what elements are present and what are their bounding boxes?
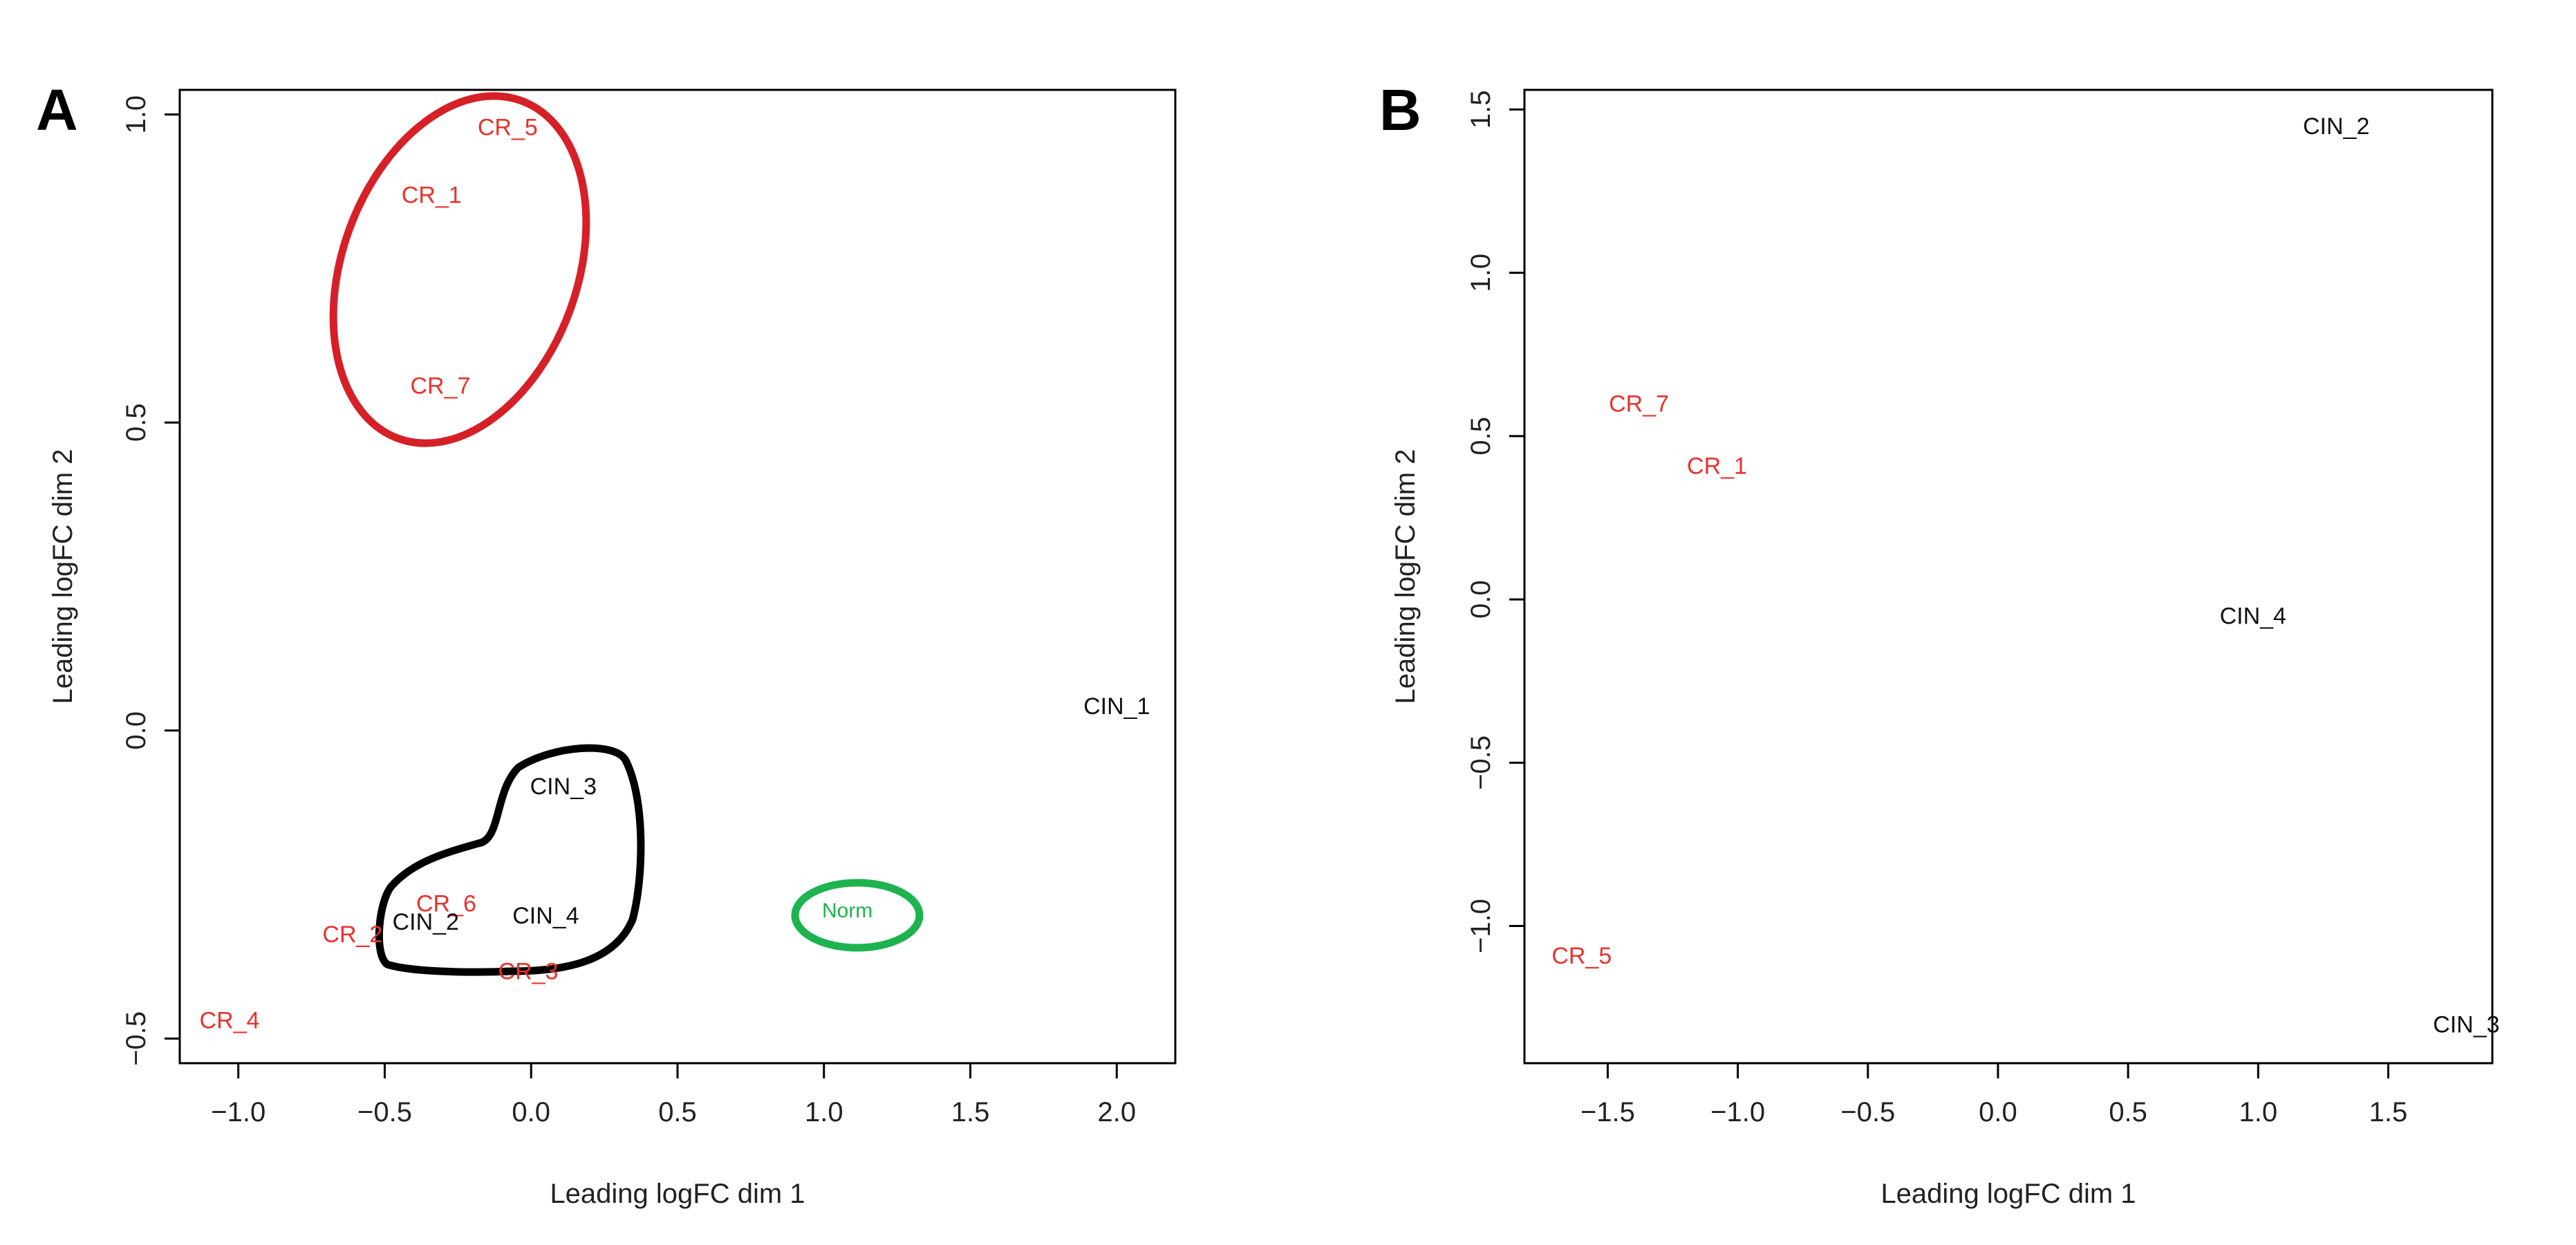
- point-label-cr-1-a: CR_1: [402, 182, 462, 208]
- point-label-cr-7-a: CR_7: [410, 373, 470, 400]
- y-tick-label-b: 1.0: [1466, 254, 1496, 292]
- y-tick-label-a: 1.0: [121, 95, 151, 134]
- point-label-cr-3-a: CR_3: [498, 958, 559, 984]
- x-axis-title-a: Leading logFC dim 1: [550, 1179, 805, 1209]
- x-tick-label-a: −1.0: [211, 1097, 265, 1127]
- point-label-cr-6-a: CR_6: [416, 890, 476, 917]
- point-label-cr-5-b: CR_5: [1551, 943, 1612, 969]
- y-axis-a: −0.5 0.0 0.5 1.0: [121, 95, 180, 1066]
- x-tick-label-a: 1.5: [951, 1097, 990, 1127]
- point-label-cin-2-a: CIN_2: [393, 909, 459, 935]
- y-axis-title-a: Leading logFC dim 2: [48, 449, 78, 704]
- x-tick-label-b: 1.5: [2369, 1097, 2408, 1127]
- point-label-cr-1-b: CR_1: [1687, 453, 1747, 479]
- point-label-norm-a: Norm: [822, 899, 872, 922]
- x-tick-label-a: −0.5: [357, 1097, 412, 1127]
- x-axis-b: −1.5 −1.0 −0.5 0.0 0.5 1.0 1.5: [1580, 1063, 2407, 1127]
- point-label-cr-5-a: CR_5: [478, 114, 538, 140]
- x-tick-label-a: 0.0: [512, 1097, 550, 1127]
- point-label-cin-2-b: CIN_2: [2303, 113, 2369, 140]
- x-tick-label-b: −1.5: [1580, 1097, 1635, 1127]
- point-label-cin-3-a: CIN_3: [530, 774, 597, 800]
- y-tick-label-a: −0.5: [121, 1011, 151, 1066]
- plot-frame-a: [178, 88, 1177, 1065]
- panel-letter-a: A: [36, 77, 78, 142]
- y-tick-label-b: −0.5: [1466, 736, 1496, 790]
- point-label-cin-1-a: CIN_1: [1083, 693, 1150, 720]
- y-axis-title-b: Leading logFC dim 2: [1390, 449, 1421, 704]
- points-b: CIN_2 CR_7 CR_1 CIN_4 CR_5 CIN_3: [1551, 113, 2499, 1038]
- red-cluster-ellipse: [329, 92, 590, 447]
- point-label-cr-4-a: CR_4: [200, 1008, 260, 1034]
- x-tick-label-b: −1.0: [1710, 1097, 1765, 1127]
- point-label-cr-2-a: CR_2: [322, 921, 382, 948]
- x-tick-label-b: 0.0: [1979, 1097, 2017, 1127]
- point-label-cin-3-b: CIN_3: [2433, 1011, 2499, 1038]
- point-label-cin-4-b: CIN_4: [2220, 603, 2286, 630]
- point-label-cr-7-b: CR_7: [1609, 391, 1669, 418]
- plot-frame-b: [1523, 88, 2494, 1065]
- y-tick-label-a: 0.5: [121, 403, 151, 442]
- x-tick-label-b: 1.0: [2239, 1097, 2277, 1127]
- x-axis-title-b: Leading logFC dim 1: [1880, 1179, 2136, 1209]
- x-tick-label-b: 0.5: [2109, 1097, 2147, 1127]
- panel-a: A −1.0 −0.5 0.0 0.5 1.0 1.5 2.0 −0.50.00.51.0 …: [36, 77, 1177, 1209]
- y-tick-label-b: 0.0: [1466, 580, 1496, 619]
- panel-b: B −1.5 −1.0 −0.5 0.0 0.5 1.0 1.5 −1.0 −0.5 0.0 0.…: [1379, 77, 2500, 1209]
- x-tick-label-b: −0.5: [1840, 1097, 1895, 1127]
- black-cluster-outline: [375, 744, 645, 976]
- y-tick-label-b: 0.5: [1466, 417, 1496, 456]
- x-tick-label-a: 2.0: [1097, 1097, 1136, 1127]
- y-tick-label-b: 1.5: [1466, 91, 1496, 129]
- green-norm-ellipse: [791, 879, 924, 952]
- y-tick-label-b: −1.0: [1466, 899, 1496, 953]
- points-a: CR_5 CR_1 CR_7 CIN_1 CIN_3 CR_6 CIN_4 CR_2 CIN_2…: [200, 114, 1150, 1033]
- x-axis-a: −1.0 −0.5 0.0 0.5 1.0 1.5 2.0: [211, 1063, 1136, 1127]
- y-tick-label-a: 0.0: [121, 711, 151, 750]
- y-axis-b: −1.0 −0.5 0.0 0.5 1.0 1.5: [1466, 91, 1524, 953]
- x-tick-label-a: 0.5: [658, 1097, 697, 1127]
- panel-letter-b: B: [1379, 77, 1421, 142]
- x-tick-label-a: 1.0: [805, 1097, 843, 1127]
- point-label-cin-4-a: CIN_4: [512, 903, 579, 929]
